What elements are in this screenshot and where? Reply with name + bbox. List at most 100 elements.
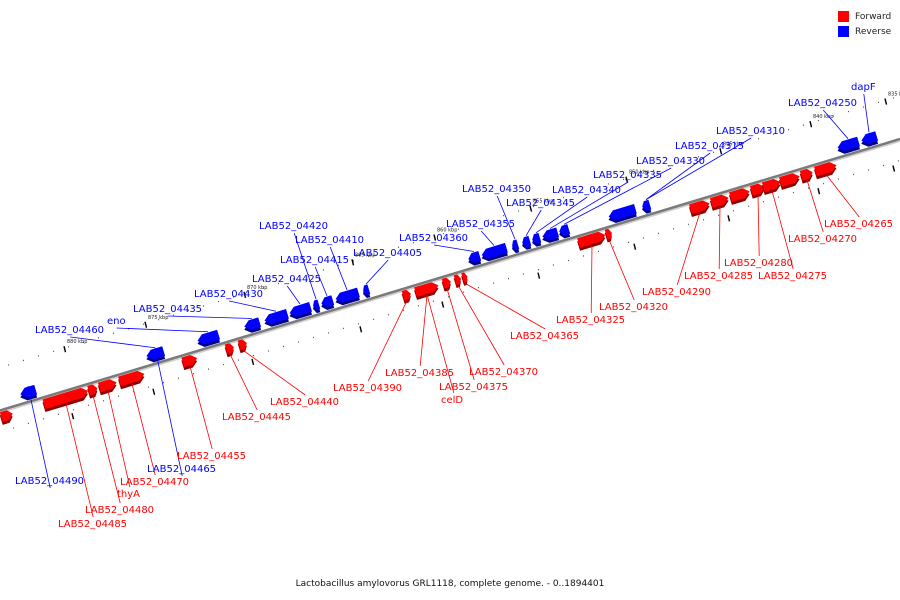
gene-label-lab52-04285[interactable]: LAB52_04285 xyxy=(684,271,753,282)
gene-label-lab52-04280[interactable]: LAB52_04280 xyxy=(724,258,793,269)
gene-arrow[interactable] xyxy=(814,162,837,180)
gene-arrow[interactable] xyxy=(799,168,813,184)
gene-label-lab52-04390[interactable]: LAB52_04390 xyxy=(333,383,402,394)
gene-arrow[interactable] xyxy=(0,410,13,425)
gene-label-lab52-04460[interactable]: LAB52_04460 xyxy=(35,325,104,336)
gene-arrow[interactable] xyxy=(542,227,560,243)
gene-arrow[interactable] xyxy=(481,242,508,262)
gene-label-celd[interactable]: celD xyxy=(441,395,463,406)
gene-label-lab52-04330[interactable]: LAB52_04330 xyxy=(636,156,705,167)
gene-arrow[interactable] xyxy=(244,317,262,333)
gene-label-lab52-04465[interactable]: LAB52_04465 xyxy=(147,464,216,475)
gene-arrow[interactable] xyxy=(289,302,313,320)
gene-arrow[interactable] xyxy=(237,339,247,354)
gene-arrow[interactable] xyxy=(468,251,482,266)
gene-label-lab52-04455[interactable]: LAB52_04455 xyxy=(177,451,246,462)
gene-label-lab52-04290[interactable]: LAB52_04290 xyxy=(642,287,711,298)
gene-arrow[interactable] xyxy=(642,199,652,214)
gene-arrow[interactable] xyxy=(522,235,532,250)
leader-line xyxy=(242,349,306,396)
gene-label-lab52-04250[interactable]: LAB52_04250 xyxy=(788,98,857,109)
gene-arrow[interactable] xyxy=(559,224,571,239)
gene-arrow[interactable] xyxy=(577,231,606,251)
gene-label-lab52-04275[interactable]: LAB52_04275 xyxy=(758,271,827,282)
gene-label-lab52-04485[interactable]: LAB52_04485 xyxy=(58,519,127,530)
gene-arrow[interactable] xyxy=(146,346,166,363)
gene-arrow[interactable] xyxy=(264,309,289,327)
gene-arrow[interactable] xyxy=(861,131,879,147)
gene-label-lab52-04420[interactable]: LAB52_04420 xyxy=(259,221,328,232)
gene-label-lab52-04385[interactable]: LAB52_04385 xyxy=(385,368,454,379)
gene-label-lab52-04415[interactable]: LAB52_04415 xyxy=(280,255,349,266)
leader-line xyxy=(822,109,849,139)
gene-arrow[interactable] xyxy=(363,284,371,298)
gene-arrow[interactable] xyxy=(97,379,117,396)
gene-arrow[interactable] xyxy=(87,384,98,399)
gene-arrow[interactable] xyxy=(512,239,520,254)
gene-arrow[interactable] xyxy=(729,188,750,205)
gene-arrow[interactable] xyxy=(414,282,439,300)
gene-arrow[interactable] xyxy=(532,232,542,247)
gene-arrow[interactable] xyxy=(749,183,765,199)
gene-label-lab52-04345[interactable]: LAB52_04345 xyxy=(506,198,575,209)
gene-label-lab52-04375[interactable]: LAB52_04375 xyxy=(439,382,508,393)
tick-label: 850 kbp xyxy=(629,170,649,176)
gene-arrow[interactable] xyxy=(401,289,411,304)
gene-label-lab52-04350[interactable]: LAB52_04350 xyxy=(462,184,531,195)
gene-arrow[interactable] xyxy=(461,272,468,286)
gene-arrow[interactable] xyxy=(608,204,637,223)
gene-label-lab52-04325[interactable]: LAB52_04325 xyxy=(556,315,625,326)
gene-arrow[interactable] xyxy=(709,194,729,211)
gene-arrow-body xyxy=(761,179,781,192)
gene-label-lab52-04370[interactable]: LAB52_04370 xyxy=(469,367,538,378)
gene-label-dapf[interactable]: dapF xyxy=(851,82,876,93)
gene-arrow[interactable] xyxy=(335,287,360,306)
gene-label-lab52-04340[interactable]: LAB52_04340 xyxy=(552,185,621,196)
gene-label-lab52-04410[interactable]: LAB52_04410 xyxy=(295,235,364,246)
gene-label-lab52-04335[interactable]: LAB52_04335 xyxy=(593,170,662,181)
genome-axis-shadow xyxy=(0,140,900,414)
gene-label-lab52-04440[interactable]: LAB52_04440 xyxy=(270,397,339,408)
gene-arrow[interactable] xyxy=(761,179,781,195)
gene-arrow-body xyxy=(861,131,879,144)
gene-arrow[interactable] xyxy=(441,277,451,292)
gene-label-lab52-04425[interactable]: LAB52_04425 xyxy=(252,274,321,285)
gene-label-lab52-04480[interactable]: LAB52_04480 xyxy=(85,505,154,516)
major-tick-mark xyxy=(144,321,148,328)
gene-label-lab52-04270[interactable]: LAB52_04270 xyxy=(788,234,857,245)
gene-arrow[interactable] xyxy=(604,228,612,243)
gene-label-lab52-04315[interactable]: LAB52_04315 xyxy=(675,141,744,152)
gene-label-lab52-04405[interactable]: LAB52_04405 xyxy=(353,248,422,259)
leader-line xyxy=(757,194,760,257)
major-tick-mark xyxy=(243,291,247,299)
gene-arrow[interactable] xyxy=(118,370,145,390)
gene-arrow[interactable] xyxy=(779,173,800,190)
gene-label-lab52-04490[interactable]: LAB52_04490 xyxy=(15,476,84,487)
gene-label-lab52-04470[interactable]: LAB52_04470 xyxy=(120,477,189,488)
gene-arrow[interactable] xyxy=(181,355,198,371)
gene-label-lab52-04360[interactable]: LAB52_04360 xyxy=(399,233,468,244)
gene-arrow[interactable] xyxy=(42,387,89,412)
gene-arrow[interactable] xyxy=(20,384,38,401)
leader-line xyxy=(676,212,701,286)
gene-arrow-body xyxy=(237,339,247,351)
gene-arrow[interactable] xyxy=(313,299,321,314)
gene-label-lab52-04320[interactable]: LAB52_04320 xyxy=(599,302,668,313)
gene-label-lab52-04310[interactable]: LAB52_04310 xyxy=(716,126,785,137)
gene-arrow[interactable] xyxy=(837,136,861,154)
gene-label-thya[interactable]: thyA xyxy=(117,489,140,500)
gene-label-lab52-04445[interactable]: LAB52_04445 xyxy=(222,412,291,423)
major-tick-mark xyxy=(809,120,813,128)
gene-arrow-body xyxy=(799,168,813,181)
gene-label-lab52-04435[interactable]: LAB52_04435 xyxy=(133,304,202,315)
gene-label-lab52-04355[interactable]: LAB52_04355 xyxy=(446,219,515,230)
gene-label-lab52-04365[interactable]: LAB52_04365 xyxy=(510,331,579,342)
gene-label-eno[interactable]: eno xyxy=(107,316,126,327)
gene-label-lab52-04430[interactable]: LAB52_04430 xyxy=(194,289,263,300)
gene-arrow[interactable] xyxy=(689,200,710,217)
gene-arrow[interactable] xyxy=(453,274,461,288)
gene-arrow[interactable] xyxy=(197,329,221,347)
gene-label-lab52-04265[interactable]: LAB52_04265 xyxy=(824,219,893,230)
gene-arrow[interactable] xyxy=(321,295,335,310)
gene-arrow[interactable] xyxy=(224,343,234,358)
